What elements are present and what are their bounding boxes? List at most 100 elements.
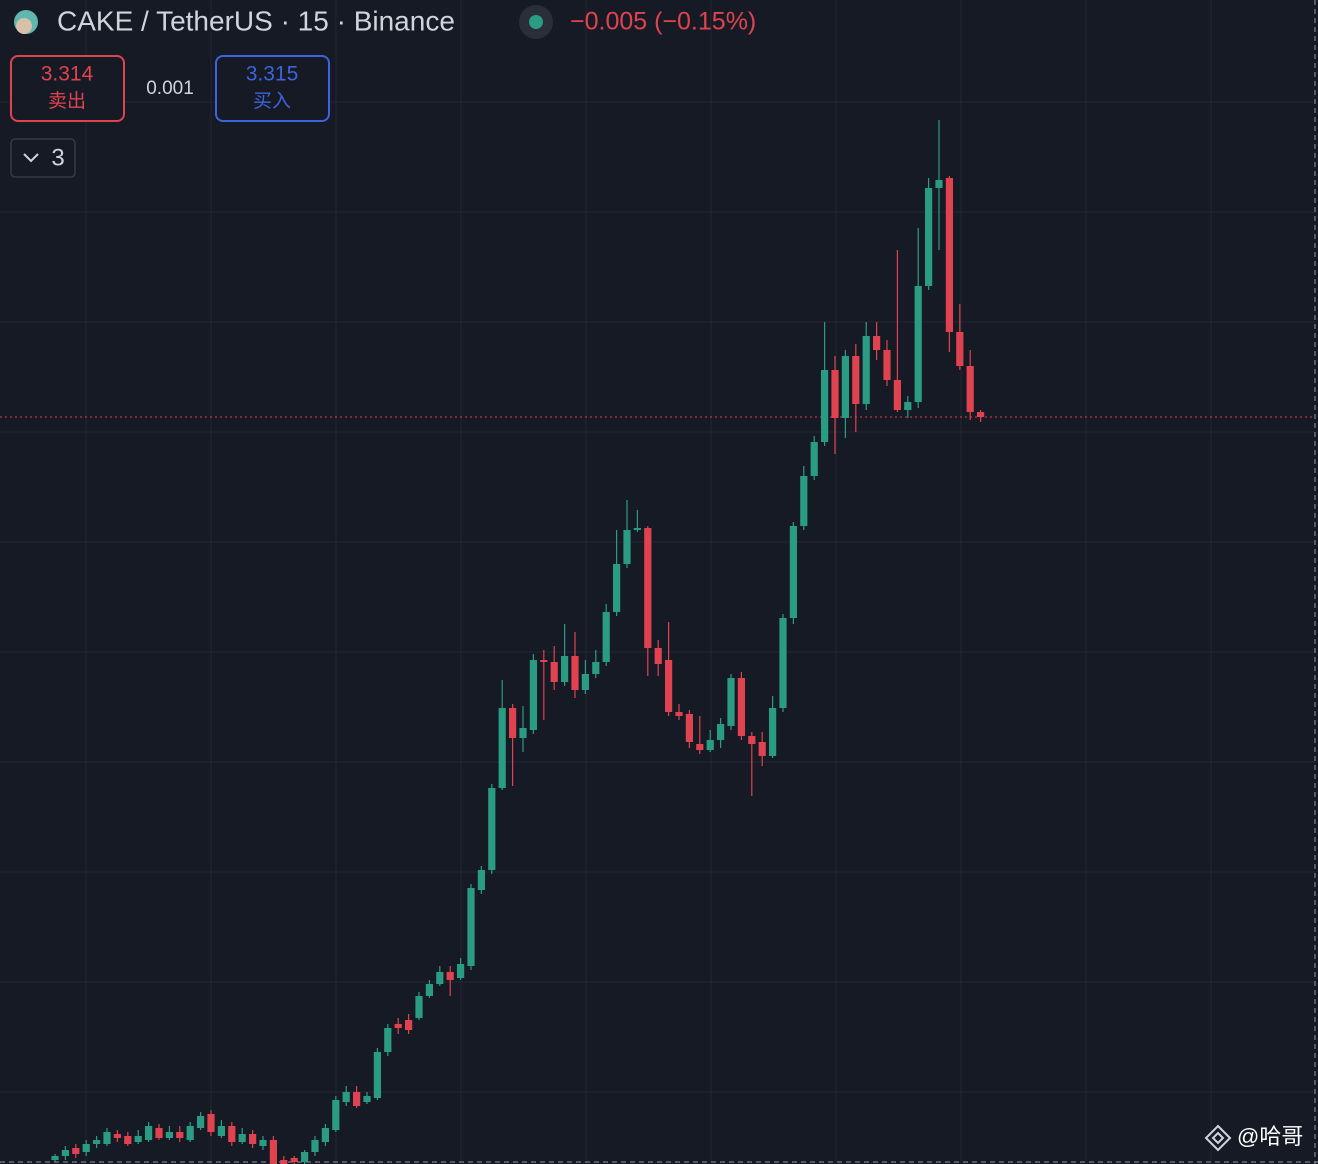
candle-body — [529, 660, 537, 730]
sell-label: 卖出 — [48, 90, 86, 112]
candle-body — [737, 678, 745, 736]
candle-body — [301, 1152, 309, 1162]
candle-body — [457, 964, 465, 978]
candle-body — [228, 1126, 236, 1142]
candle-body — [644, 528, 652, 648]
candle-body — [550, 662, 558, 682]
candle-body — [394, 1024, 402, 1028]
candle-body — [498, 708, 506, 788]
candle-body — [165, 1132, 173, 1138]
candle-body — [186, 1126, 194, 1140]
candle-body — [904, 402, 912, 410]
candle-body — [342, 1092, 350, 1102]
candle-body — [758, 742, 766, 756]
candle-body — [675, 712, 683, 716]
candle-body — [665, 660, 673, 712]
chevron-icon — [23, 153, 39, 163]
candle-body — [249, 1134, 257, 1144]
candle-body — [706, 740, 714, 750]
candle-body — [831, 370, 839, 418]
candle-body — [717, 724, 725, 740]
candle-body — [467, 888, 475, 966]
candle-body — [93, 1140, 101, 1144]
candle-body — [353, 1092, 361, 1106]
candle-body — [945, 178, 953, 332]
candle-body — [290, 1158, 298, 1162]
candle-body — [415, 996, 423, 1018]
candle-body — [956, 332, 964, 366]
candle-body — [789, 526, 797, 618]
candle-body — [800, 476, 808, 526]
candle-body — [696, 744, 704, 750]
candle-body — [207, 1114, 215, 1132]
candle-body — [977, 412, 985, 417]
candle-body — [914, 286, 922, 402]
candle-body — [883, 350, 891, 380]
candle-body — [841, 356, 849, 418]
candle-body — [72, 1148, 80, 1154]
candle-body — [966, 366, 974, 412]
candle-body — [935, 180, 943, 188]
candle-body — [332, 1100, 340, 1130]
candle-body — [769, 708, 777, 756]
candle-body — [571, 656, 579, 690]
candle-body — [654, 648, 662, 664]
candle-body — [321, 1128, 329, 1142]
sell-price: 3.314 — [41, 63, 94, 86]
indicator-count: 3 — [51, 144, 64, 171]
candle-body — [269, 1140, 277, 1164]
candle-body — [685, 714, 693, 742]
candle-body — [862, 336, 870, 404]
spread: 0.001 — [146, 78, 194, 99]
candle-body — [124, 1136, 132, 1144]
candle-body — [613, 564, 621, 612]
candle-body — [893, 380, 901, 410]
candle-body — [217, 1126, 225, 1136]
candle-body — [561, 656, 569, 682]
candle-body — [373, 1052, 381, 1098]
candle-body — [259, 1140, 267, 1146]
candle-body — [581, 674, 589, 690]
candle-body — [633, 528, 641, 530]
buy-label: 买入 — [253, 91, 291, 112]
candle-body — [477, 870, 485, 890]
candle-body — [727, 678, 735, 726]
watermark-icon — [1204, 1124, 1232, 1152]
candle-body — [779, 618, 787, 708]
candle-body — [384, 1028, 392, 1052]
candle-body — [748, 736, 756, 744]
candle-body — [311, 1140, 319, 1152]
candle-body — [925, 188, 933, 286]
symbol-logo-inner — [16, 18, 32, 34]
candle-body — [155, 1128, 163, 1138]
candle-body — [197, 1116, 205, 1128]
candle-body — [821, 370, 829, 442]
candle-body — [363, 1096, 371, 1102]
candle-body — [113, 1134, 121, 1138]
candle-body — [540, 660, 548, 662]
candle-body — [602, 612, 610, 662]
candle-body — [623, 530, 631, 564]
candle-body — [592, 662, 600, 674]
candle-body — [405, 1020, 413, 1030]
candle-body — [436, 972, 444, 984]
candle-body — [446, 972, 454, 980]
sell-button[interactable] — [10, 55, 125, 122]
candle-body — [61, 1150, 69, 1156]
candle-body — [82, 1144, 90, 1152]
candle-body — [425, 984, 433, 996]
candle-body — [176, 1132, 184, 1138]
candle-body — [145, 1126, 153, 1140]
candle-body — [509, 708, 517, 738]
watermark: @哈哥 — [1237, 1124, 1303, 1149]
buy-button[interactable] — [215, 55, 330, 122]
candle-body — [238, 1134, 246, 1142]
candle-body — [873, 336, 881, 350]
candle-body — [134, 1136, 142, 1142]
status-dot — [529, 15, 543, 29]
candle-body — [51, 1156, 59, 1160]
indicator-toggle[interactable] — [10, 138, 76, 178]
